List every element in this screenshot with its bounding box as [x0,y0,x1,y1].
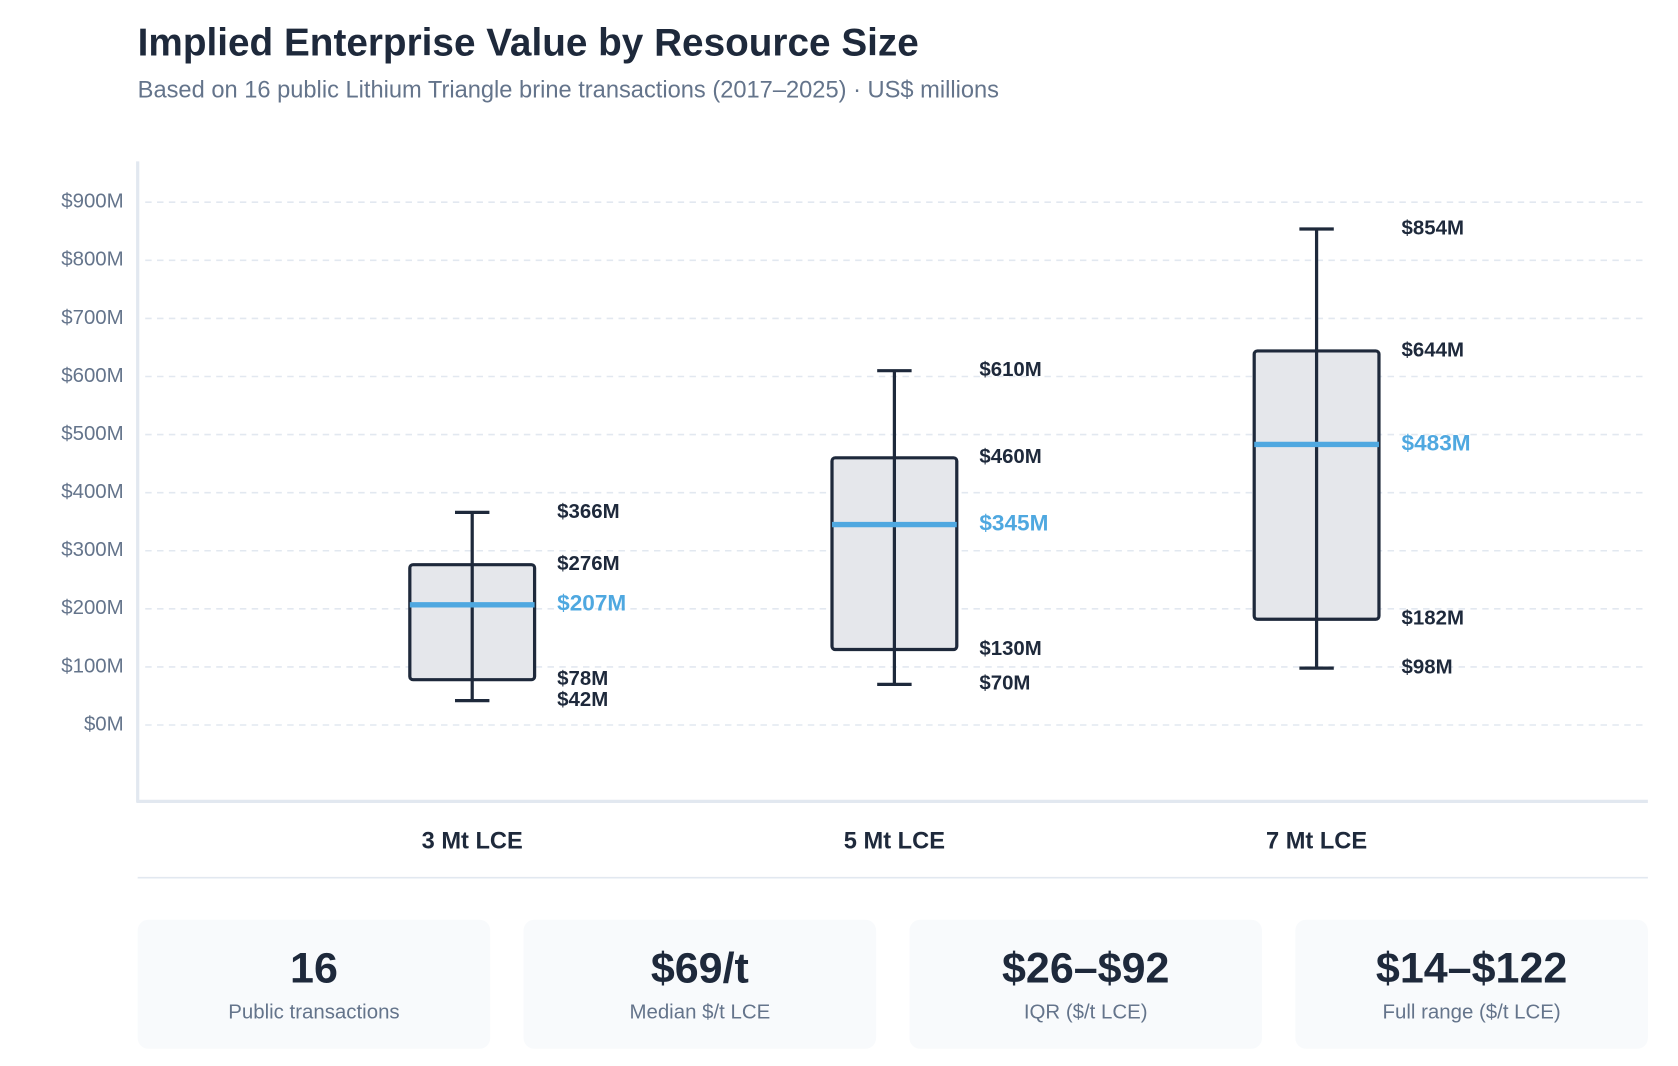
stat-label: Public transactions [228,1002,399,1024]
y-tick-label: $900M [61,191,123,213]
y-tick-label: $0M [84,713,124,735]
y-tick-label: $300M [61,539,123,561]
stat-card [1295,919,1648,1049]
value-label: $98M [1402,656,1453,678]
value-label: $483M [1402,430,1471,455]
value-label: $42M [557,689,608,711]
value-label: $460M [979,446,1041,468]
x-tick-label: 7 Mt LCE [1266,828,1367,854]
stat-value: $14–$122 [1376,945,1567,993]
stat-value: 16 [290,945,338,993]
value-label: $644M [1402,339,1464,361]
value-label: $610M [979,359,1041,381]
stat-card [137,919,491,1049]
y-tick-label: $800M [61,249,123,271]
stat-value: $26–$92 [1002,945,1169,993]
value-label: $366M [557,501,619,523]
stat-label: Median $/t LCE [629,1002,770,1024]
chart-title: Implied Enterprise Value by Resource Siz… [138,21,919,64]
stat-card [523,919,877,1049]
y-tick-label: $600M [61,365,123,387]
chart-subtitle: Based on 16 public Lithium Triangle brin… [138,78,999,104]
x-tick-label: 3 Mt LCE [422,828,523,854]
stat-label: IQR ($/t LCE) [1024,1002,1148,1024]
x-tick-label: 5 Mt LCE [844,828,945,854]
value-label: $854M [1402,217,1464,239]
value-label: $78M [557,668,608,690]
value-label: $70M [979,673,1030,695]
y-tick-label: $200M [61,597,123,619]
y-tick-label: $700M [61,307,123,329]
stat-label: Full range ($/t LCE) [1383,1002,1561,1024]
value-label: $182M [1402,608,1464,630]
value-label: $130M [979,638,1041,660]
stat-value: $69/t [651,945,749,993]
value-label: $207M [557,591,626,616]
value-label: $345M [979,511,1048,536]
stat-card [909,919,1262,1049]
y-tick-label: $100M [61,655,123,677]
y-tick-label: $500M [61,423,123,445]
value-label: $276M [557,553,619,575]
y-tick-label: $400M [61,481,123,503]
